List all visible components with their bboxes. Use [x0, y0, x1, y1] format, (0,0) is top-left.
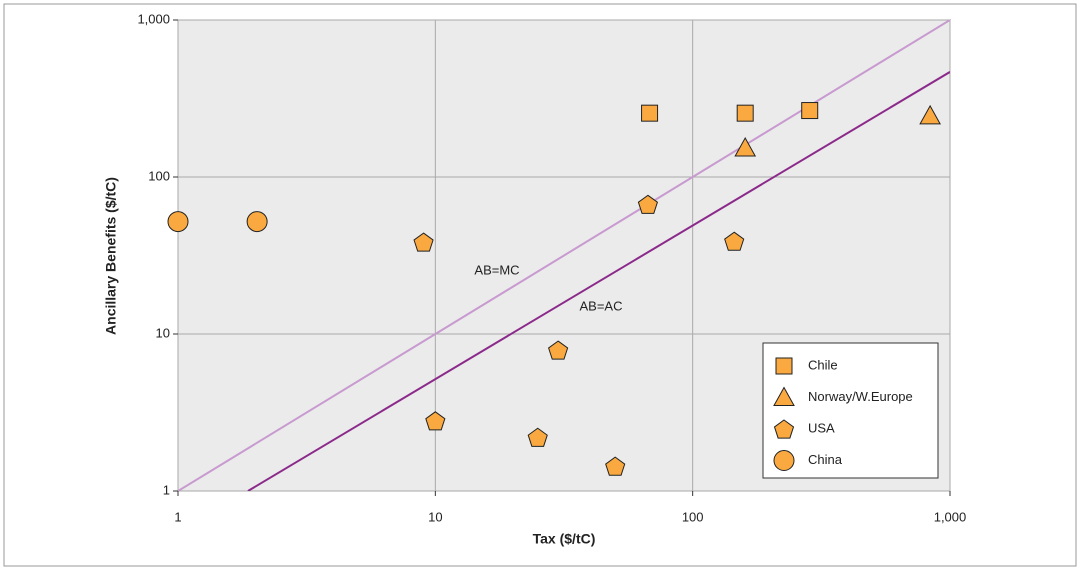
- point: [425, 411, 446, 431]
- legend-swatch: [773, 419, 795, 439]
- x-tick-label: 1,000: [934, 509, 967, 524]
- legend-label: USA: [808, 420, 835, 435]
- point: [548, 340, 569, 360]
- legend-label: China: [808, 452, 843, 467]
- point: [413, 232, 434, 252]
- legend-swatch: [773, 386, 795, 406]
- point: [919, 104, 941, 125]
- legend-swatch: [773, 450, 795, 471]
- point: [734, 136, 757, 157]
- line-label: AB=MC: [474, 262, 519, 277]
- legend-label: Chile: [808, 357, 838, 372]
- x-tick-label: 1: [174, 509, 181, 524]
- y-tick-label: 1,000: [137, 11, 170, 26]
- legend-label: Norway/W.Europe: [808, 389, 913, 404]
- point: [167, 211, 189, 233]
- point: [246, 211, 268, 233]
- point: [736, 104, 754, 122]
- point: [637, 194, 659, 214]
- x-tick-label: 10: [428, 509, 442, 524]
- y-tick-label: 100: [148, 168, 170, 183]
- x-tick-label: 100: [682, 509, 704, 524]
- point: [641, 104, 659, 122]
- y-axis-label: Ancillary Benefits ($/tC): [103, 177, 119, 335]
- reference-line: [247, 71, 950, 491]
- reference-line: [178, 20, 950, 491]
- x-axis-label: Tax ($/tC): [533, 531, 596, 547]
- legend-swatch: [775, 357, 793, 375]
- point: [801, 102, 819, 120]
- point: [724, 231, 745, 251]
- y-tick-label: 10: [156, 325, 170, 340]
- y-tick-label: 1: [163, 482, 170, 497]
- point: [527, 427, 548, 447]
- point: [605, 456, 626, 476]
- grid: [177, 19, 951, 492]
- line-label: AB=AC: [580, 298, 623, 313]
